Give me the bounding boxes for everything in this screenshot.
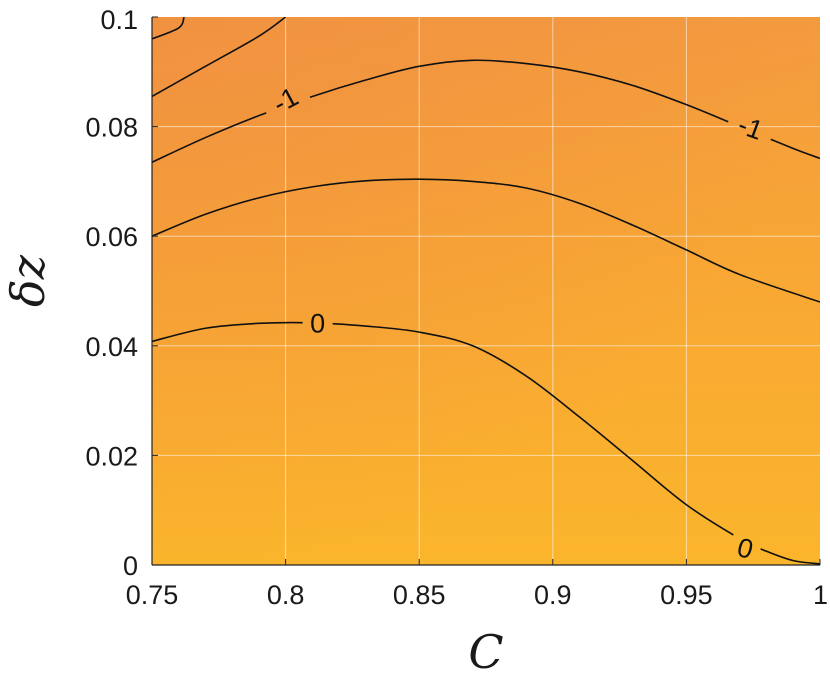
contour-line-0 xyxy=(152,321,820,565)
y-tick-label: 0.04 xyxy=(85,332,138,362)
contour-label: 0 xyxy=(734,532,756,565)
y-tick-label: 0 xyxy=(123,551,138,581)
y-tick-label: 0.02 xyxy=(85,441,138,471)
contour-line-4 xyxy=(152,17,185,40)
y-axis-label: δz xyxy=(1,254,55,307)
contour-label: 0 xyxy=(310,308,325,338)
contour-line-1 xyxy=(152,178,820,303)
contour-line-2 xyxy=(152,59,820,163)
x-tick-label: 1 xyxy=(813,580,828,610)
heatmap-corner-shade xyxy=(152,17,820,565)
x-axis-label: C xyxy=(468,625,503,674)
x-tick-label: 0.85 xyxy=(393,580,446,610)
y-axis-ticks: 0 0.02 0.04 0.06 0.08 0.1 xyxy=(85,5,158,581)
x-axis-ticks: 0.75 0.8 0.85 0.9 0.95 1 xyxy=(126,559,828,610)
y-tick-label: 0.1 xyxy=(100,5,138,35)
x-tick-label: 0.8 xyxy=(267,580,305,610)
x-tick-label: 0.75 xyxy=(126,580,179,610)
contour-line-3 xyxy=(152,17,287,98)
x-tick-label: 0.9 xyxy=(534,580,572,610)
contour-lines xyxy=(152,17,820,565)
x-tick-label: 0.95 xyxy=(660,580,713,610)
y-tick-label: 0.06 xyxy=(85,222,138,252)
y-tick-label: 0.08 xyxy=(85,113,138,143)
plot-area: -1-100 xyxy=(152,17,820,565)
